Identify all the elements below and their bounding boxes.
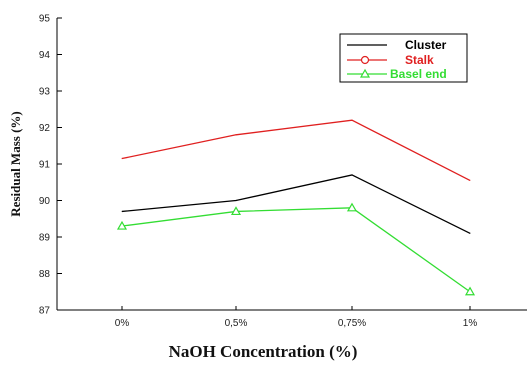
- x-tick-label: 0%: [115, 318, 130, 329]
- series-line-cluster: [121, 174, 471, 234]
- y-tick-label: 92: [39, 123, 51, 134]
- y-tick-label: 93: [39, 87, 51, 98]
- y-tick-label: 90: [39, 196, 51, 207]
- series-line-stalk: [121, 119, 471, 182]
- y-tick-label: 88: [39, 269, 51, 280]
- y-tick-label: 87: [39, 306, 51, 317]
- data-point-basel-end: [464, 286, 476, 296]
- data-point-basel-end: [230, 206, 242, 216]
- y-tick-label: 94: [39, 50, 51, 61]
- y-tick-label: 91: [39, 160, 51, 171]
- legend-label-cluster: Cluster: [405, 38, 447, 52]
- legend-marker-stalk: [360, 55, 370, 65]
- legend-label-basel-end: Basel end: [390, 67, 447, 81]
- x-tick-label: 0,75%: [338, 318, 366, 329]
- legend-marker-basel-end: [359, 68, 371, 78]
- x-axis-ticks: 0% 0,5% 0,75% 1%: [115, 306, 478, 329]
- y-axis-label: Residual Mass (%): [8, 111, 23, 216]
- x-tick-label: 0,5%: [225, 318, 248, 329]
- x-axis-label: NaOH Concentration (%): [169, 342, 358, 361]
- series-layer: [116, 119, 476, 296]
- x-tick-label: 1%: [463, 318, 478, 329]
- data-point-basel-end: [116, 220, 128, 230]
- series-line-basel-end: [121, 207, 471, 293]
- y-tick-label: 95: [39, 14, 51, 25]
- legend-label-stalk: Stalk: [405, 53, 434, 67]
- y-tick-label: 89: [39, 233, 51, 244]
- data-point-basel-end: [346, 202, 358, 212]
- y-axis-ticks: 87 88 89 90 91 92 93 94 95: [39, 14, 62, 317]
- legend: Cluster Stalk Basel end: [339, 33, 468, 83]
